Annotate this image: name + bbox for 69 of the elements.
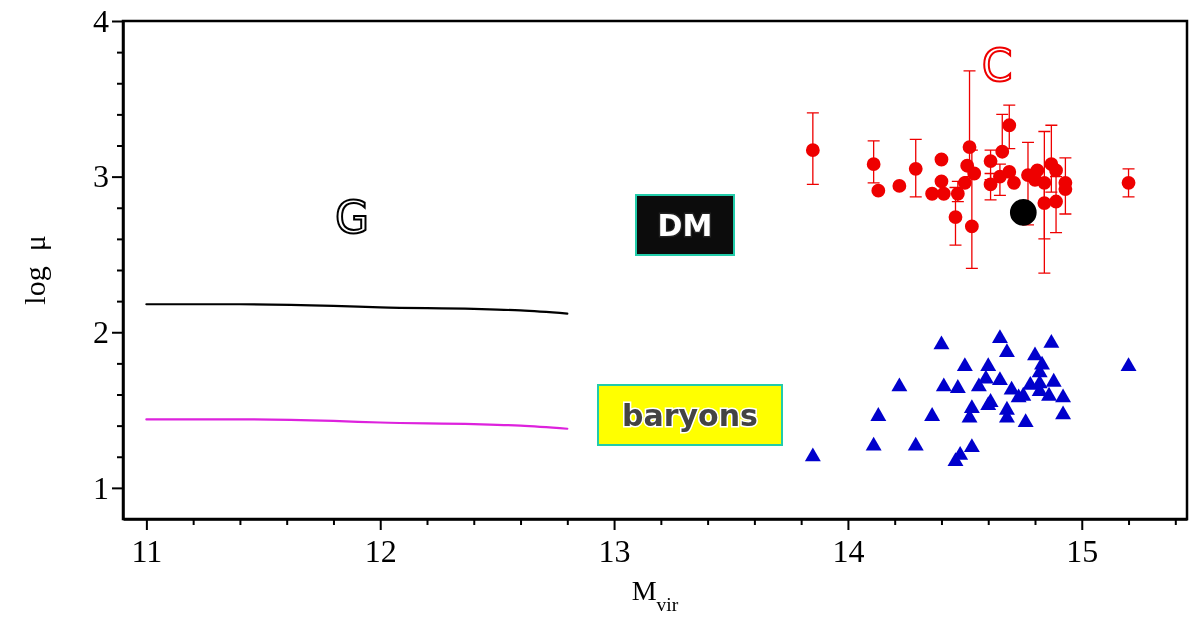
point xyxy=(870,407,887,421)
point xyxy=(947,452,964,467)
annotation: baryons xyxy=(622,398,758,433)
x-axis-title: M$_{vir}$ xyxy=(631,575,679,615)
point xyxy=(1027,346,1043,361)
line-series xyxy=(145,418,569,430)
point xyxy=(948,210,963,224)
point xyxy=(1121,175,1136,190)
y-axis-title: log μ xyxy=(18,235,51,305)
point xyxy=(925,186,940,201)
y-tick-label: 1 xyxy=(93,469,109,506)
point xyxy=(964,219,979,234)
point xyxy=(1055,388,1072,403)
point xyxy=(950,186,965,201)
point xyxy=(1049,194,1063,209)
point xyxy=(934,174,949,189)
point xyxy=(891,377,908,392)
annotation: G xyxy=(334,192,370,243)
point xyxy=(993,169,1007,184)
annotation: C xyxy=(981,40,1013,91)
point xyxy=(991,371,1008,386)
point xyxy=(924,407,941,421)
point xyxy=(1007,175,1021,190)
x-tick-label: 12 xyxy=(364,532,397,569)
point xyxy=(804,447,821,462)
point xyxy=(866,157,881,172)
point xyxy=(1120,357,1137,372)
point xyxy=(1041,386,1057,401)
y-tick-label: 2 xyxy=(93,313,109,350)
point xyxy=(934,152,949,167)
point xyxy=(980,357,997,372)
point xyxy=(805,143,820,158)
point xyxy=(949,379,966,393)
point xyxy=(1009,199,1037,226)
point xyxy=(1037,175,1052,190)
point xyxy=(956,357,973,372)
x-tick-label: 11 xyxy=(131,532,163,569)
point xyxy=(957,175,972,190)
point xyxy=(935,377,952,392)
point xyxy=(1049,163,1063,178)
y-tick-label: 4 xyxy=(93,2,109,39)
point xyxy=(871,183,886,198)
point xyxy=(991,329,1008,344)
point xyxy=(998,343,1015,358)
point xyxy=(995,144,1010,159)
point xyxy=(865,436,882,451)
point xyxy=(963,399,980,414)
point xyxy=(1045,372,1062,387)
point xyxy=(933,335,950,350)
point xyxy=(967,166,982,181)
annotation: DM xyxy=(657,208,713,243)
point xyxy=(1037,196,1052,210)
point xyxy=(907,436,924,451)
point xyxy=(1055,405,1072,420)
point xyxy=(983,154,998,168)
x-tick-label: 13 xyxy=(598,532,631,569)
point xyxy=(908,161,923,176)
x-tick-label: 14 xyxy=(832,532,865,569)
point xyxy=(1043,333,1060,348)
x-tick-label: 15 xyxy=(1066,532,1099,569)
point xyxy=(892,179,907,193)
point xyxy=(983,177,998,192)
point xyxy=(962,140,977,154)
y-tick-label: 3 xyxy=(93,158,109,195)
point xyxy=(936,186,951,201)
line-series xyxy=(145,303,569,315)
point xyxy=(963,438,980,453)
point xyxy=(1002,118,1017,133)
point xyxy=(1017,413,1034,428)
